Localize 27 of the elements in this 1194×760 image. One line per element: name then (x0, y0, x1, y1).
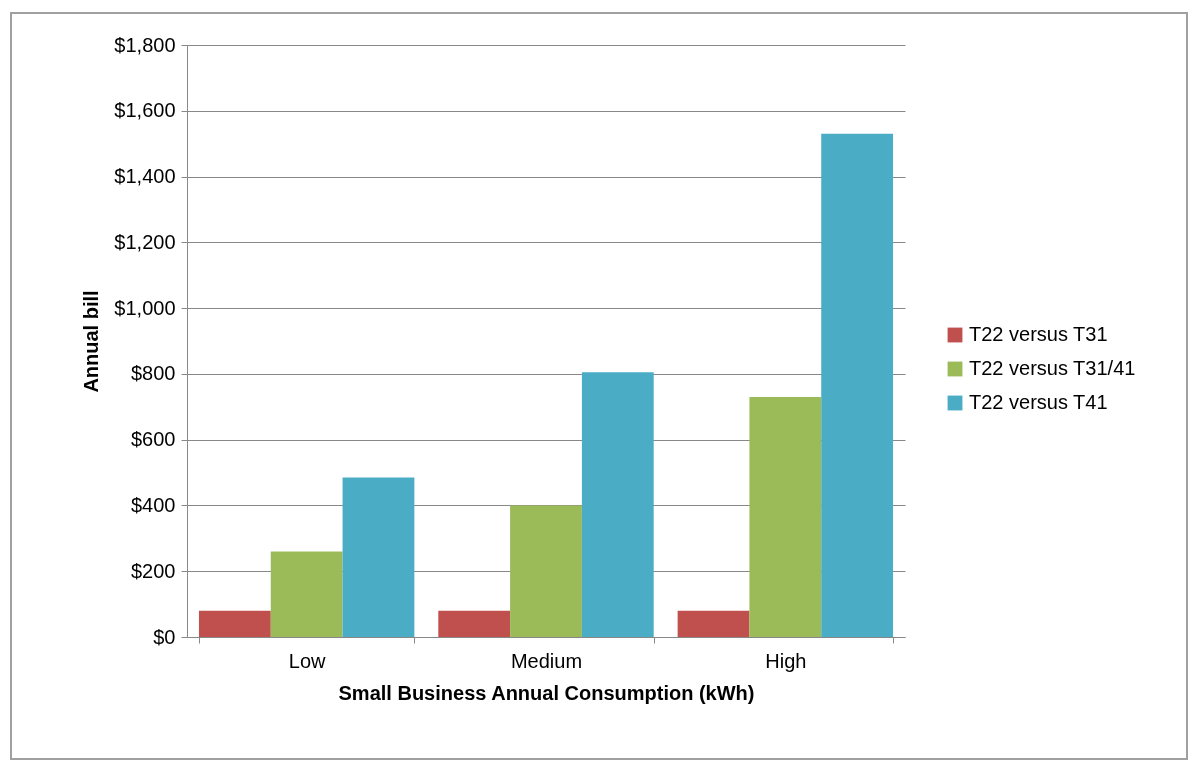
legend-label: T22 versus T31 (969, 323, 1108, 345)
bar (342, 477, 415, 637)
bar (821, 133, 894, 637)
bar (581, 372, 654, 637)
bar (510, 505, 582, 637)
x-axis-title: Small Business Annual Consumption (kWh) (338, 681, 755, 704)
y-tick-label: $1,400 (114, 165, 176, 188)
y-tick-label: $0 (153, 625, 176, 648)
bar (438, 610, 511, 637)
bar (270, 551, 343, 637)
y-axis-title: Annual bill (80, 290, 103, 393)
bar (749, 396, 822, 637)
bar (198, 610, 271, 637)
legend-label: T22 versus T41 (969, 391, 1108, 413)
y-tick-label: $1,800 (114, 33, 176, 56)
y-tick-label: $600 (131, 428, 176, 451)
x-tick-label: High (765, 649, 807, 672)
y-tick-label: $200 (131, 559, 176, 582)
legend-label: T22 versus T31/41 (969, 357, 1136, 379)
y-tick-label: $800 (131, 362, 176, 385)
y-tick-label: $1,600 (114, 99, 176, 122)
bar (677, 610, 750, 637)
y-tick-label: $1,000 (114, 296, 176, 319)
x-tick-label: Medium (510, 649, 583, 672)
y-tick-label: $1,200 (114, 230, 176, 253)
x-tick-label: Low (288, 649, 327, 672)
y-tick-label: $400 (131, 493, 176, 516)
